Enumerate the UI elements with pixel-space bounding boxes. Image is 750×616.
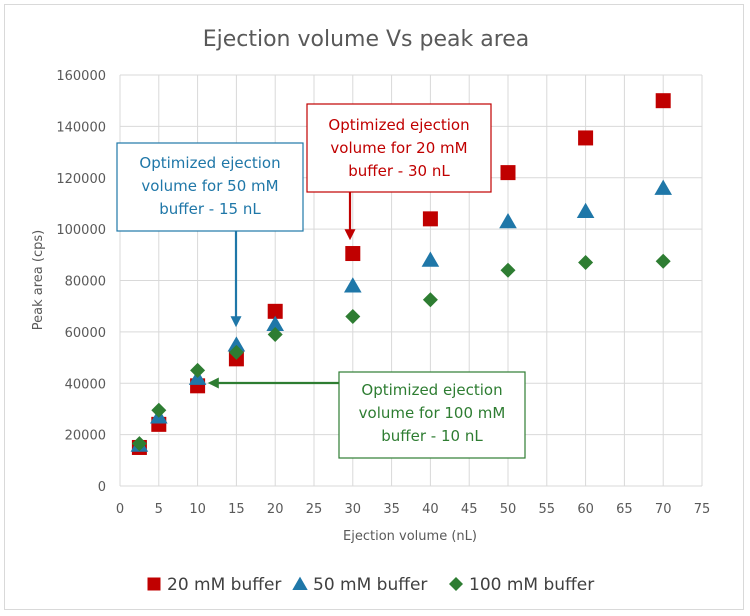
x-tick-label: 65 [616, 502, 633, 517]
data-point-diamond [578, 255, 594, 271]
y-tick-label: 120000 [56, 172, 106, 187]
annotation-callout: Optimized ejection volume for 100 mM buffe… [338, 371, 526, 459]
callout-text: Optimized ejection [328, 116, 469, 134]
x-tick-label: 45 [461, 502, 478, 517]
data-point-square [345, 246, 361, 262]
legend-marker-triangle [292, 576, 308, 590]
annotation-callout: Optimized ejection volume for 50 mM buffer… [116, 142, 304, 232]
callout-text: buffer - 15 nL [159, 200, 261, 218]
x-tick-label: 60 [577, 502, 594, 517]
y-tick-label: 100000 [56, 223, 106, 238]
data-point-triangle [421, 251, 440, 267]
callout-text: Optimized ejection [361, 381, 502, 399]
y-tick-label: 0 [98, 480, 106, 495]
x-tick-label: 50 [500, 502, 517, 517]
legend: 20 mM buffer 50 mM buffer 100 mM buffer [147, 575, 594, 595]
x-tick-label: 40 [422, 502, 439, 517]
data-point-triangle [499, 213, 517, 229]
data-point-square [500, 165, 516, 181]
x-tick-label: 70 [655, 502, 672, 517]
data-point-diamond [345, 308, 361, 324]
legend-item: 100 mM buffer [449, 575, 594, 595]
data-point-diamond [151, 402, 167, 418]
y-tick-label: 160000 [56, 69, 106, 84]
legend-label: 50 mM buffer [313, 575, 427, 595]
y-tick-label: 60000 [65, 326, 106, 341]
data-point-diamond [190, 362, 206, 378]
legend-label: 100 mM buffer [469, 575, 594, 595]
data-point-diamond [267, 326, 283, 342]
callout-text: Optimized ejection [139, 154, 280, 172]
callout-text: buffer - 30 nL [348, 162, 450, 180]
y-axis-label: Peak area (cps) [31, 230, 46, 330]
data-point-diamond [131, 436, 147, 452]
data-point-triangle [227, 336, 246, 352]
x-tick-label: 30 [345, 502, 362, 517]
x-tick-label: 5 [155, 502, 163, 517]
annotation-callouts: Optimized ejection volume for 20 mM buffer… [116, 103, 526, 459]
legend-item: 50 mM buffer [292, 575, 427, 595]
data-point-diamond [228, 344, 244, 360]
data-point-square [422, 211, 438, 227]
x-axis-label: Ejection volume (nL) [343, 529, 477, 544]
x-tick-label: 25 [306, 502, 323, 517]
callout-text: buffer - 10 nL [381, 427, 483, 445]
x-tick-label: 20 [267, 502, 284, 517]
x-tick-label: 75 [694, 502, 711, 517]
callout-text: volume for 100 mM [359, 404, 506, 422]
x-tick-label: 15 [228, 502, 245, 517]
data-point-square [267, 303, 283, 319]
legend-label: 20 mM buffer [167, 575, 281, 595]
data-point-diamond [500, 262, 516, 278]
x-axis-ticks: 0 5 10 15 20 25 30 35 40 45 50 55 60 65 70 75 [116, 502, 710, 517]
chart-title: Ejection volume Vs peak area [203, 27, 530, 52]
data-point-diamond [422, 292, 438, 308]
legend-item: 20 mM buffer [147, 575, 281, 595]
y-tick-label: 80000 [65, 275, 106, 290]
annotation-callout: Optimized ejection volume for 20 mM buffer… [306, 103, 492, 193]
callout-text: volume for 20 mM [330, 139, 467, 157]
data-point-triangle [654, 179, 672, 195]
callout-box [116, 142, 304, 232]
callout-box [306, 103, 492, 193]
y-tick-label: 140000 [56, 120, 106, 135]
x-tick-label: 0 [116, 502, 124, 517]
data-point-triangle [344, 277, 362, 293]
y-axis-ticks: 0 20000 40000 60000 80000 100000 120000 140000 1… [56, 69, 106, 495]
data-point-square [578, 130, 594, 146]
x-tick-label: 10 [189, 502, 206, 517]
legend-marker-square [147, 577, 161, 591]
legend-marker-diamond [449, 577, 463, 591]
callout-text: volume for 50 mM [141, 177, 278, 195]
callout-box [338, 371, 526, 459]
x-tick-label: 35 [383, 502, 400, 517]
data-points [130, 93, 672, 455]
data-point-triangle [266, 315, 284, 331]
annotation-arrows [207, 192, 356, 389]
data-point-triangle [576, 202, 595, 218]
data-point-diamond [655, 253, 671, 269]
y-tick-label: 20000 [65, 429, 106, 444]
x-tick-label: 55 [539, 502, 556, 517]
data-point-square [655, 93, 671, 109]
y-tick-label: 40000 [65, 377, 106, 392]
